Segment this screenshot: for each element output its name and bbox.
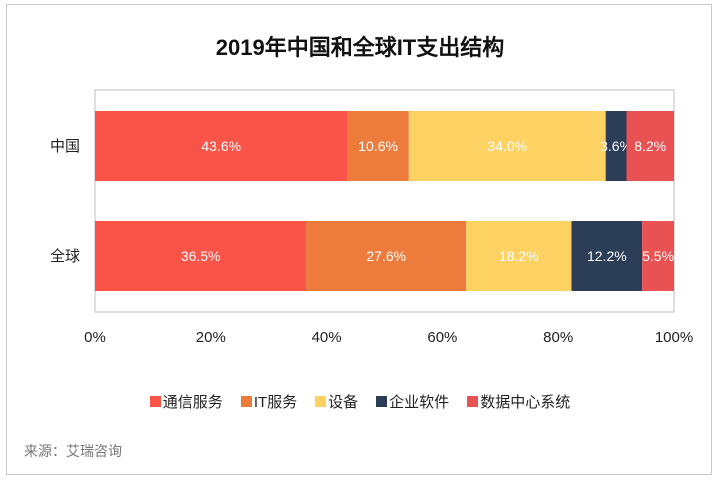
legend-label: 通信服务 xyxy=(162,394,223,411)
data-label: 10.6% xyxy=(358,138,398,154)
legend: 通信服务 IT服务 设备 企业软件 数据中心系统 xyxy=(0,391,720,412)
x-tick-label: 60% xyxy=(427,329,457,346)
legend-item: 通信服务 xyxy=(149,391,223,412)
x-tick-label: 100% xyxy=(655,329,693,346)
legend-item: 企业软件 xyxy=(376,391,449,412)
data-label: 12.2% xyxy=(587,248,627,264)
bar-segment xyxy=(466,221,572,291)
data-label: 8.2% xyxy=(634,138,666,154)
bar-segment xyxy=(642,221,674,291)
bar-segment xyxy=(408,111,606,181)
data-label: 36.5% xyxy=(181,248,221,264)
legend-label: IT服务 xyxy=(253,394,298,411)
legend-item: 设备 xyxy=(315,391,358,412)
data-label: 43.6% xyxy=(201,138,241,154)
x-tick-label: 0% xyxy=(84,329,106,346)
bar-segment xyxy=(605,111,627,181)
chart-title: 2019年中国和全球IT支出结构 xyxy=(215,35,505,60)
legend-item: IT服务 xyxy=(240,391,298,412)
legend-swatch xyxy=(149,396,161,407)
plot-area xyxy=(94,89,675,313)
legend-item: 数据中心系统 xyxy=(467,391,570,412)
data-label: 34.0% xyxy=(487,138,527,154)
x-tick-label: 80% xyxy=(543,329,573,346)
legend-swatch xyxy=(240,396,252,407)
bar-segment xyxy=(95,111,348,181)
source-note: 来源：艾瑞咨询 xyxy=(24,443,122,459)
category-label: 中国 xyxy=(50,138,80,155)
legend-swatch xyxy=(467,396,479,407)
bar-segment xyxy=(306,221,467,291)
data-label: 27.6% xyxy=(366,248,406,264)
bar-segment xyxy=(347,111,409,181)
data-label: 5.5% xyxy=(642,248,674,264)
legend-label: 设备 xyxy=(328,394,359,411)
legend-label: 数据中心系统 xyxy=(480,394,571,411)
legend-swatch xyxy=(315,396,327,407)
legend-swatch xyxy=(376,396,388,407)
bar-segment xyxy=(95,221,307,291)
x-tick-label: 20% xyxy=(196,329,226,346)
data-label: 3.6% xyxy=(600,138,632,154)
data-label: 18.2% xyxy=(499,248,539,264)
legend-label: 企业软件 xyxy=(389,394,450,411)
category-label: 全球 xyxy=(50,247,80,265)
x-tick-label: 40% xyxy=(312,329,342,346)
bar-segment xyxy=(626,111,674,181)
bar-segment xyxy=(571,221,643,291)
